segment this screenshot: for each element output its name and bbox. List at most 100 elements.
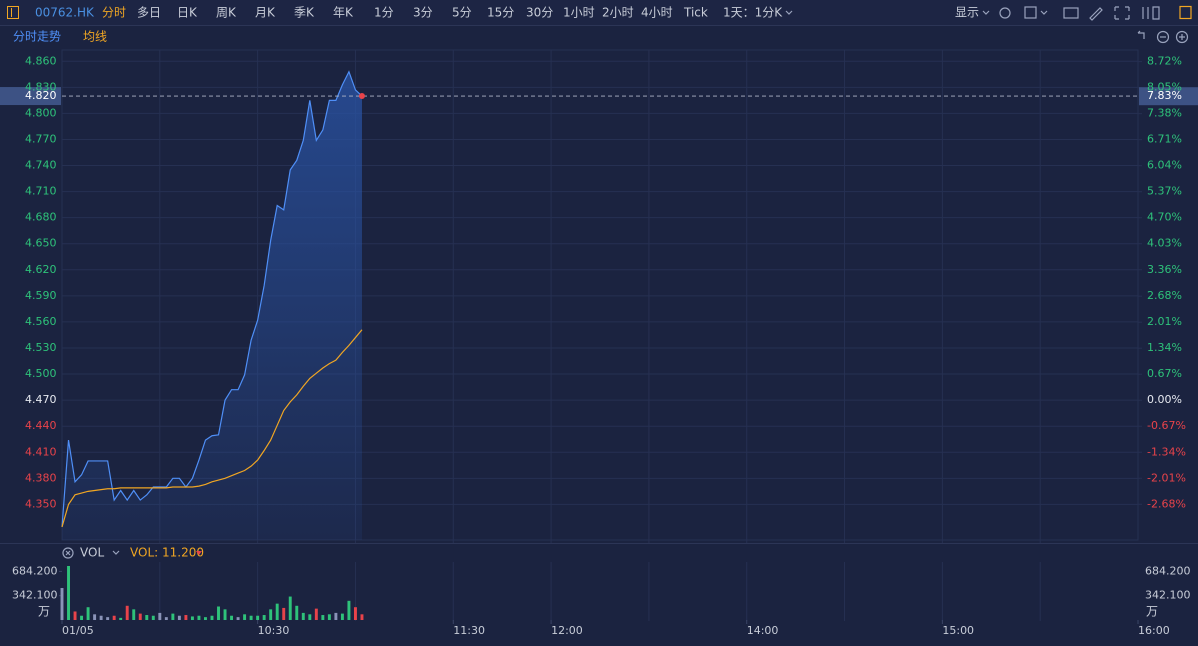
volume-bar bbox=[230, 615, 234, 620]
volume-bar bbox=[275, 603, 279, 620]
tab[interactable]: 3分 bbox=[413, 6, 433, 20]
volume-bar bbox=[86, 607, 90, 620]
price-tag bbox=[0, 87, 61, 106]
reset-icon[interactable] bbox=[1137, 30, 1145, 39]
y-tick-label: 4.410 bbox=[25, 445, 57, 458]
tab[interactable]: 1小时 bbox=[563, 6, 595, 20]
panel-icon[interactable] bbox=[1179, 5, 1192, 20]
tab[interactable]: 多日 bbox=[137, 6, 161, 20]
close-icon bbox=[65, 550, 71, 556]
volume-bar bbox=[347, 600, 351, 620]
tab[interactable]: 年K bbox=[333, 6, 354, 20]
volume-bar bbox=[223, 609, 227, 620]
volume-tick-label: 342.100 bbox=[12, 589, 58, 602]
y2-tick-label: 8.72% bbox=[1147, 55, 1182, 68]
x-tick-label: 15:00 bbox=[942, 624, 974, 637]
y2-tick-label: 0.00% bbox=[1147, 393, 1182, 406]
volume-bar bbox=[112, 615, 116, 620]
y2-tick-label: -0.67% bbox=[1147, 419, 1186, 432]
volume-bar bbox=[217, 606, 220, 620]
y-tick-label: 4.710 bbox=[25, 185, 57, 198]
zoom-out-icon[interactable] bbox=[1156, 30, 1170, 44]
y2-tick-label: -2.01% bbox=[1147, 471, 1186, 484]
panel-icon[interactable] bbox=[7, 6, 19, 19]
legend-entry[interactable]: 分时走势 bbox=[13, 30, 61, 44]
dropdown-icon bbox=[982, 10, 990, 15]
y2-tick-label: 7.38% bbox=[1147, 107, 1182, 120]
x-tick-label: 01/05 bbox=[62, 624, 94, 637]
y-tick-label: 4.470 bbox=[25, 393, 57, 406]
settings-icon[interactable] bbox=[999, 7, 1011, 19]
close-icon[interactable] bbox=[62, 547, 74, 559]
tab[interactable]: 4小时 bbox=[641, 6, 673, 20]
series-line bbox=[61, 329, 363, 528]
volume-bar bbox=[282, 607, 286, 620]
volume-tick-label: 684.200 bbox=[1145, 564, 1191, 577]
toolbar bbox=[0, 0, 1198, 25]
volume-bar bbox=[67, 566, 70, 620]
last-point bbox=[358, 93, 365, 100]
y-tick-label: 4.650 bbox=[25, 237, 57, 250]
fullscreen-icon[interactable] bbox=[1114, 6, 1130, 20]
volume-bar bbox=[151, 615, 155, 620]
tab[interactable]: 周K bbox=[216, 6, 237, 20]
tab[interactable]: 月K bbox=[255, 6, 276, 20]
volume-bar bbox=[327, 614, 331, 620]
tab[interactable]: Tick bbox=[683, 6, 708, 20]
volume-bar bbox=[145, 615, 149, 620]
y-tick-label: 4.860 bbox=[25, 54, 57, 67]
camera-icon[interactable] bbox=[1063, 7, 1079, 19]
tab[interactable]: 1分 bbox=[374, 6, 394, 20]
tab[interactable]: 5分 bbox=[452, 6, 472, 20]
y-tick-label: 4.440 bbox=[25, 419, 57, 432]
display-menu[interactable]: 显示 bbox=[955, 6, 979, 20]
volume-tick-label: 342.100 bbox=[1145, 589, 1191, 602]
tab[interactable]: 1天：1分K bbox=[723, 6, 783, 20]
dropdown-icon bbox=[1040, 10, 1048, 15]
x-tick-label: 16:00 bbox=[1138, 624, 1170, 637]
volume-unit: 万 bbox=[38, 605, 50, 619]
price-area bbox=[62, 71, 362, 541]
volume-bar bbox=[308, 614, 312, 620]
volume-bar bbox=[243, 614, 247, 620]
y2-tick-label: 6.71% bbox=[1147, 133, 1182, 146]
volume-bar bbox=[210, 615, 214, 620]
x-tick-label: 11:30 bbox=[453, 624, 485, 637]
style-icon[interactable] bbox=[1024, 6, 1037, 19]
x-tick-label: 14:00 bbox=[747, 624, 779, 637]
plot: 4.820 7.83% bbox=[0, 70, 1198, 620]
volume-bar bbox=[249, 615, 253, 620]
volume-bar bbox=[203, 617, 207, 620]
f10-icon[interactable] bbox=[1142, 6, 1160, 20]
y2-tick-label: 2.68% bbox=[1147, 289, 1182, 302]
volume-bar bbox=[164, 617, 168, 620]
volume-bar bbox=[132, 609, 136, 620]
zoom-in-icon[interactable] bbox=[1175, 30, 1189, 44]
y-tick-label: 4.500 bbox=[25, 367, 57, 380]
change-tag bbox=[1139, 87, 1198, 106]
volume-bar bbox=[93, 614, 97, 620]
tab[interactable]: 季K bbox=[294, 6, 315, 20]
tab[interactable]: 30分 bbox=[526, 6, 553, 20]
y2-tick-label: -1.34% bbox=[1147, 445, 1186, 458]
volume-bar bbox=[321, 615, 325, 620]
volume-bar bbox=[119, 617, 123, 620]
y2-tick-label: 1.34% bbox=[1147, 341, 1182, 354]
volume-bar bbox=[125, 605, 129, 620]
volume-bar bbox=[236, 617, 240, 620]
legend-entry[interactable]: 均线 bbox=[83, 30, 107, 44]
y-tick-label: 4.530 bbox=[25, 341, 57, 354]
draw-icon[interactable] bbox=[1089, 7, 1103, 21]
tab[interactable]: 日K bbox=[177, 6, 198, 20]
volume-bar bbox=[158, 612, 162, 620]
symbol[interactable]: 00762.HK bbox=[35, 6, 95, 20]
tab[interactable]: 15分 bbox=[487, 6, 514, 20]
tab[interactable]: 2小时 bbox=[602, 6, 634, 20]
dropdown-icon bbox=[785, 10, 793, 15]
grid bbox=[59, 49, 1142, 624]
volume-bar bbox=[171, 613, 175, 620]
x-tick-label: 12:00 bbox=[551, 624, 583, 637]
tab[interactable]: 分时 bbox=[102, 6, 126, 20]
y2-tick-label: 8.05% bbox=[1147, 81, 1182, 94]
